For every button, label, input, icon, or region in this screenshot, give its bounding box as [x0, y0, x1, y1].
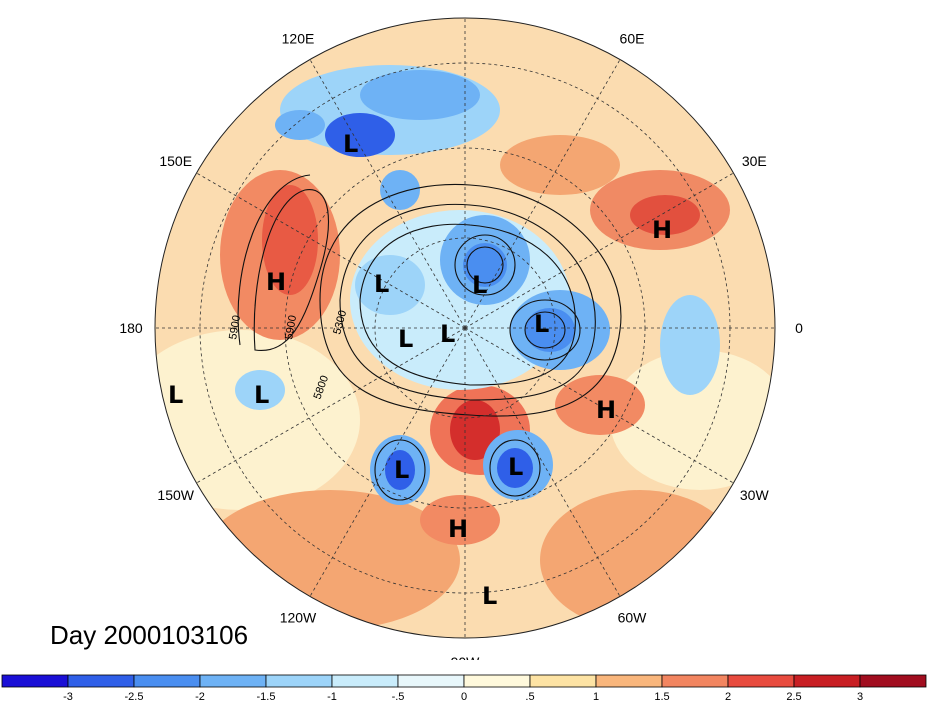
colorbar-swatch: [397, 674, 465, 688]
contour-label-5900-a: 5900: [227, 314, 243, 340]
colorbar-swatch: [793, 674, 861, 688]
longitude-label: 90W: [451, 654, 481, 660]
meridians: [155, 18, 775, 638]
colorbar-tick-label: 1.5: [654, 691, 669, 702]
longitude-label: 90E: [453, 0, 478, 2]
high-center-atlantic: H: [596, 396, 616, 424]
cold-core-gulf-alaska: [385, 450, 415, 490]
pressure-centers: L H H L L L L L L L H L L H L: [168, 130, 672, 610]
warm-core-black-sea: [630, 195, 700, 235]
warm-core-north-pacific: [262, 185, 318, 295]
warm-zone-gulf: [420, 495, 500, 545]
cold-zone-small-b: [380, 170, 420, 210]
colorbar-swatch: [463, 674, 531, 688]
low-center-aleutians: L: [254, 381, 269, 409]
neutral-zone-atlantic: [610, 350, 775, 490]
longitude-label: 180: [119, 320, 143, 336]
colorbar-swatch: [661, 674, 729, 688]
colorbar-tick-label: -2: [195, 691, 205, 702]
colorbar-swatch: [133, 674, 201, 688]
cold-zone-africa: [660, 295, 720, 395]
low-center-pacific-west: L: [168, 381, 183, 409]
colorbar-tick-label: 3: [857, 691, 863, 702]
colorbar-swatch: [529, 674, 597, 688]
low-center-arctic-west: L: [398, 325, 413, 353]
longitude-label: 30W: [740, 487, 770, 503]
low-center-central-america: L: [482, 582, 497, 610]
longitude-label: 0: [795, 320, 803, 336]
low-center-siberia: L: [343, 130, 358, 158]
colorbar-tick-label: -3: [63, 691, 73, 702]
colorbar-tick-label: 0: [461, 691, 467, 702]
colorbar-tick-label: -1: [327, 691, 337, 702]
colorbar-tick-label: -.5: [392, 691, 405, 702]
colorbar-swatch: [199, 674, 267, 688]
meridian-line: [464, 59, 621, 329]
colorbar-tick-label: .5: [525, 691, 534, 702]
colorbar-tick-label: 2.5: [786, 691, 801, 702]
cold-core-great-lakes: [497, 448, 533, 488]
low-center-kara: L: [374, 270, 389, 298]
longitude-label: 60E: [620, 31, 645, 47]
contour-label-5900-b: 5900: [283, 314, 299, 340]
polar-map: 5900 5900 5800 5300 L H H L L L L L L L …: [119, 0, 803, 660]
high-center-north-pacific: H: [266, 268, 286, 296]
cold-core-barents: [525, 308, 575, 352]
colorbar-swatch: [595, 674, 663, 688]
colorbar: -3 -2.5 -2 -1.5 -1 -.5 0 .5 1 1.5 2 2.5 3: [1, 674, 927, 702]
cold-zone-japan: [275, 110, 325, 140]
warm-zone-pacific-south: [200, 490, 460, 630]
low-center-laptev: L: [472, 271, 487, 299]
colorbar-swatch: [727, 674, 795, 688]
low-center-gulf-alaska: L: [394, 456, 409, 484]
longitude-labels: 90E 60E 30E 0 30W 60W 90W 120W 150W 180 150E 120E: [119, 0, 803, 660]
meridian-line: [309, 59, 466, 329]
colorbar-swatch: [859, 674, 927, 688]
high-center-gulf-mexico: H: [448, 515, 468, 543]
low-center-great-lakes: L: [508, 453, 523, 481]
colorbar-swatch: [1, 674, 69, 688]
meridian-line: [196, 172, 466, 329]
colorbar-swatch: [67, 674, 135, 688]
meridian-line: [464, 327, 621, 597]
longitude-label: 120W: [280, 609, 317, 625]
geopotential-contours: [237, 174, 622, 501]
colorbar-tick-label: -2.5: [125, 691, 144, 702]
map-boundary: [154, 17, 776, 639]
longitude-label: 30E: [742, 153, 767, 169]
cold-core-laptev: [463, 243, 507, 287]
high-center-black-sea: H: [652, 216, 672, 244]
colorbar-swatch: [331, 674, 399, 688]
longitude-label: 120E: [282, 31, 315, 47]
cold-zone-pacific-west: [235, 370, 285, 410]
meridian-line: [464, 327, 734, 484]
cold-core-siberia: [325, 113, 395, 157]
cold-zone-siberia-b: [360, 70, 480, 120]
longitude-label: 60W: [618, 609, 648, 625]
meridian-line: [196, 327, 466, 484]
date-label: Day 2000103106: [50, 620, 249, 650]
warm-zone-atlantic-h: [555, 375, 645, 435]
colorbar-swatch: [265, 674, 333, 688]
meridian-line: [309, 327, 466, 597]
colorbar-tick-label: 1: [593, 691, 599, 702]
longitude-label: 150W: [157, 487, 194, 503]
warm-zone-europe: [500, 135, 620, 195]
longitude-label: 150E: [159, 153, 192, 169]
colorbar-tick-label: 2: [725, 691, 731, 702]
low-center-barents: L: [534, 310, 549, 338]
low-center-arctic-centre: L: [440, 320, 455, 348]
meridian-line: [464, 172, 734, 329]
colorbar-tick-label: -1.5: [257, 691, 276, 702]
